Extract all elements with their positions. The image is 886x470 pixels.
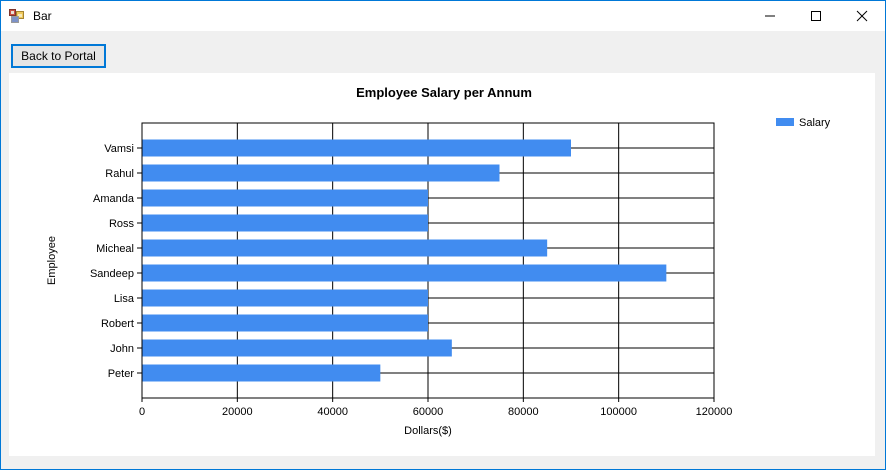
x-axis-title: Dollars($) [404,425,452,437]
category-label: Robert [101,318,134,330]
maximize-button[interactable] [793,1,839,31]
bar [142,164,500,182]
minimize-icon [765,15,775,17]
bar [142,139,571,157]
category-label: John [110,343,134,355]
bar [142,214,428,232]
x-tick-label: 120000 [696,406,733,418]
category-label: Rahul [105,168,134,180]
minimize-button[interactable] [747,1,793,31]
category-label: Micheal [96,243,134,255]
window-title: Bar [33,9,52,23]
y-axis-title: Employee [46,236,58,285]
category-label: Amanda [93,193,135,205]
x-tick-label: 80000 [508,406,539,418]
bar [142,289,428,307]
x-tick-label: 0 [139,406,145,418]
app-icon[interactable] [9,8,25,24]
category-label: Peter [108,368,135,380]
close-button[interactable] [839,1,885,31]
x-tick-label: 60000 [413,406,444,418]
bar [142,239,548,257]
bar [142,339,452,357]
salary-bar-chart: 0 20000 40000 60000 80000 100000 120000 Vamsi Ra… [46,85,831,437]
bar [142,264,667,282]
bar [142,189,428,207]
maximize-icon [811,11,821,21]
category-label: Lisa [114,293,135,305]
x-tick-label: 40000 [317,406,348,418]
app-icon-blue-window [11,16,19,23]
x-tick-label: 100000 [600,406,637,418]
window-controls [747,1,885,31]
app-icon-yellow-window [16,11,24,19]
legend-label: Salary [799,117,831,129]
back-to-portal-button[interactable]: Back to Portal [11,44,106,68]
category-label: Ross [109,218,135,230]
bar [142,364,381,382]
legend-swatch [776,118,794,126]
titlebar[interactable]: Bar [1,1,885,31]
category-label: Sandeep [90,268,134,280]
chart-panel: 0 20000 40000 60000 80000 100000 120000 Vamsi Ra… [9,73,875,456]
category-label: Vamsi [104,143,134,155]
bar [142,314,428,332]
chart-title: Employee Salary per Annum [356,85,532,100]
plot-border [141,122,715,399]
app-icon-red-window [9,9,16,16]
x-tick-label: 20000 [222,406,253,418]
close-icon [856,10,868,22]
